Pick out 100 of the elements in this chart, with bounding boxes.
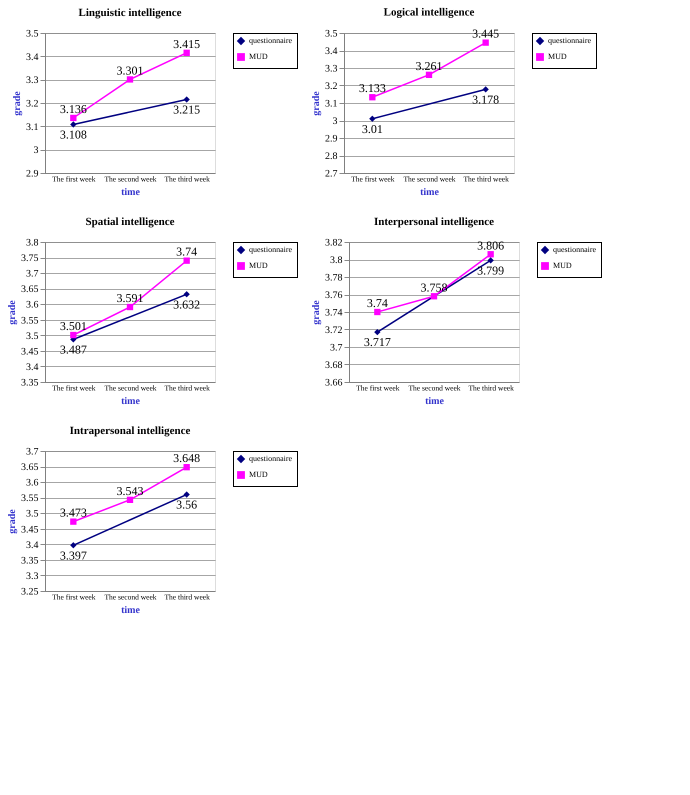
legend-label: questionnaire <box>553 245 597 254</box>
data-label: 3.648 <box>173 451 200 466</box>
data-label: 3.501 <box>60 319 87 334</box>
y-tick-label: 3.68 <box>325 360 342 371</box>
y-axis-title: grade <box>7 300 18 325</box>
point <box>70 518 76 525</box>
y-tick-label: 3.66 <box>325 378 342 388</box>
y-axis-title: grade <box>12 90 23 116</box>
chart-title: Interpersonal intelligence <box>374 216 494 228</box>
point <box>488 251 494 258</box>
y-tick-label: 3.75 <box>21 253 38 264</box>
x-axis-title: time <box>121 187 140 198</box>
y-tick-label: 3.74 <box>325 308 342 318</box>
y-tick-label: 3 <box>34 145 38 156</box>
y-tick-label: 3.2 <box>325 81 338 92</box>
legend-label: questionnaire <box>249 454 293 463</box>
data-label: 3.473 <box>60 506 87 520</box>
point <box>184 258 190 264</box>
y-tick-label: 3 <box>332 116 338 127</box>
y-tick-label: 2.9 <box>325 134 338 144</box>
point <box>126 496 134 504</box>
chart-title: Spatial intelligence <box>86 216 175 228</box>
y-tick-label: 3.3 <box>26 570 38 582</box>
y-tick-label: 3.4 <box>26 540 38 551</box>
x-axis-title: time <box>420 187 440 198</box>
y-tick-label: 3.3 <box>26 75 38 86</box>
x-axis-title: time <box>121 396 140 407</box>
data-label: 3.261 <box>416 58 442 73</box>
point <box>426 72 432 78</box>
data-label: 3.215 <box>173 102 200 116</box>
y-tick-label: 2.9 <box>26 168 38 180</box>
data-label: 3.543 <box>116 484 144 498</box>
legend-label: MUD <box>553 261 572 270</box>
point <box>126 76 134 83</box>
point <box>184 291 190 298</box>
x-axis-title: time <box>121 605 140 616</box>
y-tick-label: 3.76 <box>325 290 342 301</box>
point <box>126 304 134 310</box>
y-tick-label: 3.1 <box>325 98 338 110</box>
data-label: 3.74 <box>176 244 198 259</box>
y-tick-label: 3.72 <box>325 325 342 336</box>
point <box>488 257 494 264</box>
y-tick-label: 3.45 <box>21 524 38 536</box>
point <box>184 491 190 498</box>
point <box>374 308 380 316</box>
y-tick-label: 3.55 <box>21 315 38 326</box>
point <box>184 96 190 103</box>
y-tick-label: 3.5 <box>26 28 38 40</box>
legend-label: MUD <box>249 52 268 61</box>
data-label: 3.178 <box>472 92 500 106</box>
data-label: 3.487 <box>60 342 87 356</box>
data-label: 3.74 <box>366 296 388 310</box>
chart-title: Logical intelligence <box>384 6 474 19</box>
data-label: 3.301 <box>116 63 144 78</box>
data-label: 3.397 <box>60 548 87 562</box>
point <box>369 116 376 122</box>
y-tick-label: 3.6 <box>26 300 38 311</box>
y-tick-label: 3.4 <box>26 362 38 373</box>
y-axis-title: grade <box>311 90 322 116</box>
chart-title: Linguistic intelligence <box>78 7 182 19</box>
y-tick-label: 3.6 <box>26 478 38 489</box>
data-label: 3.717 <box>364 335 391 350</box>
y-tick-label: 3.2 <box>26 98 38 110</box>
y-tick-label: 3.7 <box>26 268 38 280</box>
y-tick-label: 3.1 <box>26 122 38 133</box>
y-tick-label: 3.7 <box>330 342 342 354</box>
data-label: 3.415 <box>173 36 200 51</box>
point <box>369 94 376 100</box>
y-tick-label: 3.35 <box>21 555 38 566</box>
data-label: 3.108 <box>60 127 87 142</box>
y-tick-label: 3.4 <box>325 46 338 57</box>
data-label: 3.136 <box>60 102 87 116</box>
x-axis-title: time <box>425 396 444 407</box>
y-tick-label: 3.65 <box>21 284 38 296</box>
legend-label: MUD <box>249 470 268 479</box>
legend-label: MUD <box>548 52 567 61</box>
point <box>430 293 438 300</box>
data-label: 3.56 <box>176 498 198 512</box>
y-tick-label: 3.25 <box>21 586 38 598</box>
point <box>482 39 489 46</box>
legend-label: questionnaire <box>249 245 293 254</box>
y-tick-label: 3.45 <box>21 346 38 358</box>
y-tick-label: 3.35 <box>21 378 38 388</box>
legend-label: questionnaire <box>249 36 293 45</box>
data-label: 3.445 <box>472 26 500 41</box>
y-tick-label: 3.5 <box>325 28 338 40</box>
y-tick-label: 3.4 <box>26 52 38 63</box>
y-tick-label: 2.7 <box>325 168 338 180</box>
data-label: 3.632 <box>173 297 200 312</box>
y-tick-label: 3.7 <box>26 446 38 458</box>
point <box>70 114 76 122</box>
data-label: 3.799 <box>477 263 504 278</box>
y-tick-label: 3.3 <box>325 64 338 74</box>
point <box>70 121 76 128</box>
point <box>184 50 190 56</box>
y-tick-label: 3.65 <box>21 462 38 474</box>
y-tick-label: 3.5 <box>26 330 38 342</box>
y-tick-label: 3.55 <box>21 493 38 504</box>
point <box>184 464 190 470</box>
chart-title: Intrapersonal intelligence <box>70 425 190 437</box>
